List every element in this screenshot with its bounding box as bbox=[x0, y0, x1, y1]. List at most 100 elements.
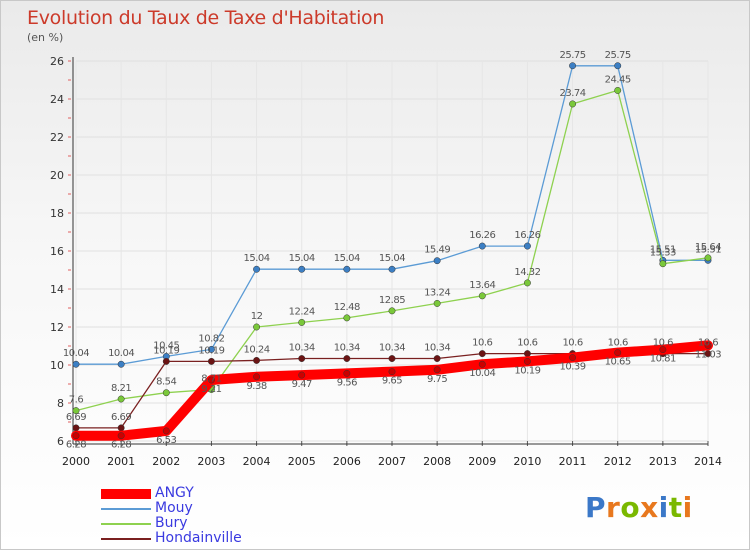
data-point-bury bbox=[569, 100, 577, 108]
data-label-mouy: 10.82 bbox=[198, 333, 224, 344]
data-label-mouy: 15.04 bbox=[289, 253, 315, 264]
y-tick-label: 6 bbox=[57, 435, 64, 448]
data-point-angy bbox=[388, 368, 396, 376]
data-label-mouy: 10.45 bbox=[153, 340, 179, 351]
data-label-hondainville: 6.69 bbox=[66, 412, 86, 423]
data-label-mouy: 25.75 bbox=[560, 50, 586, 61]
data-point-angy bbox=[117, 432, 125, 440]
x-tick-label: 2011 bbox=[559, 455, 587, 468]
data-point-hondainville bbox=[207, 357, 215, 365]
data-label-bury: 24.45 bbox=[605, 74, 631, 85]
legend-swatch-hondainville bbox=[101, 538, 151, 540]
data-point-angy bbox=[659, 346, 667, 354]
legend-swatch-angy bbox=[101, 489, 151, 499]
data-label-mouy: 16.26 bbox=[514, 230, 540, 241]
data-label-mouy: 15.51 bbox=[650, 244, 676, 255]
data-point-hondainville bbox=[388, 355, 396, 362]
data-label-mouy: 15.49 bbox=[424, 245, 450, 256]
data-point-hondainville bbox=[478, 350, 486, 358]
data-label-hondainville: 10.34 bbox=[334, 343, 360, 354]
y-tick-label: 16 bbox=[50, 245, 64, 258]
y-tick-label: 18 bbox=[50, 207, 64, 220]
data-label-mouy: 16.26 bbox=[469, 230, 495, 241]
x-tick-label: 2004 bbox=[243, 455, 271, 468]
data-label-angy: 9.75 bbox=[427, 374, 447, 385]
x-tick-label: 2003 bbox=[197, 455, 225, 468]
data-point-angy bbox=[433, 366, 441, 374]
data-label-angy: 9.38 bbox=[246, 381, 266, 392]
data-point-mouy bbox=[433, 257, 441, 265]
data-label-angy: 9.56 bbox=[337, 377, 357, 388]
data-label-bury: 14.32 bbox=[514, 267, 540, 278]
data-point-bury bbox=[298, 318, 306, 326]
x-tick-label: 2012 bbox=[604, 455, 632, 468]
x-tick-label: 2001 bbox=[107, 455, 135, 468]
legend-swatch-bury bbox=[101, 523, 151, 525]
legend-label-bury: Bury bbox=[155, 515, 188, 531]
data-point-bury bbox=[704, 254, 712, 262]
data-label-bury: 12.48 bbox=[334, 302, 360, 313]
x-tick-label: 2006 bbox=[333, 455, 361, 468]
data-point-mouy bbox=[569, 62, 577, 70]
data-label-mouy: 15.04 bbox=[244, 253, 270, 264]
x-tick-label: 2008 bbox=[423, 455, 451, 468]
legend-swatch-mouy bbox=[101, 508, 151, 510]
data-label-angy: 6.28 bbox=[111, 440, 131, 451]
y-tick-label: 14 bbox=[50, 283, 64, 296]
legend-label-mouy: Mouy bbox=[155, 500, 193, 516]
data-point-mouy bbox=[478, 242, 486, 250]
data-point-hondainville bbox=[72, 424, 80, 432]
data-label-hondainville: 6.69 bbox=[111, 412, 131, 423]
data-label-angy: 11.03 bbox=[695, 349, 721, 360]
data-point-hondainville bbox=[253, 356, 261, 364]
data-label-mouy: 10.04 bbox=[108, 348, 134, 359]
data-label-bury: 13.24 bbox=[424, 287, 450, 298]
y-tick-label: 24 bbox=[50, 93, 64, 106]
data-label-angy: 10.04 bbox=[469, 368, 495, 379]
data-point-hondainville bbox=[343, 355, 351, 362]
data-label-angy: 6.53 bbox=[156, 435, 176, 446]
data-point-bury bbox=[478, 292, 486, 300]
data-point-angy bbox=[72, 432, 80, 440]
data-label-bury: 8.54 bbox=[156, 377, 176, 388]
data-label-angy: 10.81 bbox=[650, 354, 676, 365]
x-tick-label: 2002 bbox=[152, 455, 180, 468]
data-point-mouy bbox=[343, 265, 351, 273]
x-tick-label: 2000 bbox=[62, 455, 90, 468]
proxiti-logo: Proxiti bbox=[585, 491, 693, 524]
data-point-bury bbox=[433, 299, 441, 307]
data-point-mouy bbox=[388, 265, 396, 273]
data-point-bury bbox=[72, 407, 80, 415]
data-point-angy bbox=[569, 354, 577, 362]
data-label-bury: 23.74 bbox=[560, 88, 586, 99]
data-label-hondainville: 10.19 bbox=[153, 345, 179, 356]
data-point-bury bbox=[523, 279, 531, 287]
data-point-bury bbox=[162, 389, 170, 397]
data-label-hondainville: 10.34 bbox=[424, 343, 450, 354]
data-point-angy bbox=[343, 369, 351, 377]
data-label-bury: 12 bbox=[251, 311, 263, 322]
data-point-bury bbox=[388, 307, 396, 315]
data-label-angy: 9.47 bbox=[292, 379, 312, 390]
y-tick-label: 8 bbox=[57, 397, 64, 410]
y-tick-label: 22 bbox=[50, 131, 64, 144]
legend-label-hondainville: Hondainville bbox=[155, 530, 242, 546]
data-point-mouy bbox=[614, 62, 622, 70]
data-point-hondainville bbox=[433, 355, 441, 362]
data-point-hondainville bbox=[298, 355, 306, 362]
data-point-angy bbox=[298, 371, 306, 379]
data-point-angy bbox=[162, 427, 170, 435]
x-tick-label: 2009 bbox=[468, 455, 496, 468]
data-label-mouy: 15.51 bbox=[695, 244, 721, 255]
data-point-angy bbox=[704, 341, 712, 349]
legend-label-angy: ANGY bbox=[155, 485, 194, 501]
data-point-bury bbox=[117, 395, 125, 403]
y-tick-label: 12 bbox=[50, 321, 64, 334]
data-label-angy: 9.21 bbox=[201, 384, 221, 395]
data-label-angy: 10.39 bbox=[560, 362, 586, 373]
data-point-mouy bbox=[72, 360, 80, 368]
data-label-bury: 8.71 bbox=[201, 374, 221, 385]
data-label-mouy: 15.04 bbox=[334, 253, 360, 264]
